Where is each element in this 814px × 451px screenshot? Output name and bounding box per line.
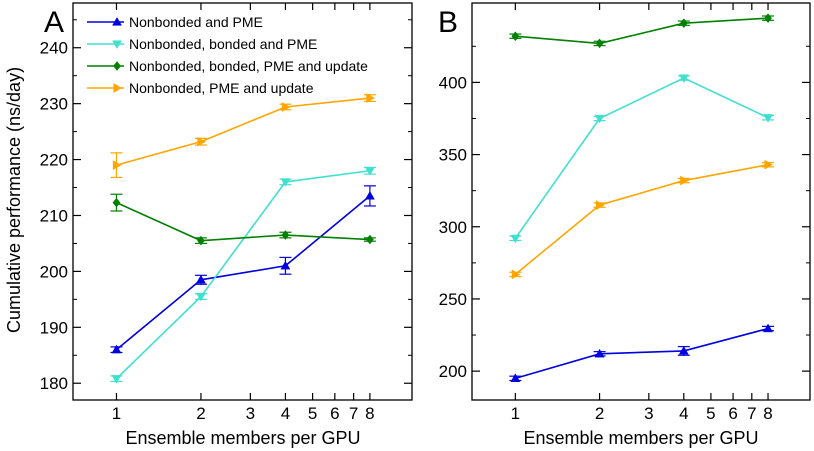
panel-b-letter: B bbox=[438, 6, 458, 39]
panel-a-data-point bbox=[364, 190, 375, 200]
x-axis-title-b: Ensemble members per GPU bbox=[523, 428, 758, 448]
panel-a-x-tick-label: 1 bbox=[112, 404, 121, 423]
panel-a-x-tick-label: 3 bbox=[246, 404, 255, 423]
panel-b-data-point bbox=[594, 114, 605, 124]
panel-b-series-line-2 bbox=[515, 17, 769, 45]
panel-a-data-point bbox=[364, 167, 375, 176]
panel-a-letter: A bbox=[44, 6, 64, 39]
panel-a-y-tick-label: 210 bbox=[40, 206, 68, 225]
panel-b-plot: 1 2 3 4 5 6 7 8 200 250 300 350 400 bbox=[439, 3, 810, 423]
panel-b-y-tick-label: 250 bbox=[439, 290, 467, 309]
panel-b-data-point bbox=[680, 175, 689, 186]
panel-a-y-tick-label: 180 bbox=[40, 374, 68, 393]
panel-b-data-point bbox=[595, 38, 604, 49]
panel-a-data-point bbox=[365, 234, 374, 245]
panel-a-series-line-2 bbox=[116, 201, 370, 242]
legend-marker bbox=[113, 83, 123, 93]
panel-a-data-point bbox=[112, 160, 122, 171]
panel-a-y-tick-label: 190 bbox=[40, 318, 68, 337]
panel-a-x-tick-label: 7 bbox=[349, 404, 358, 423]
legend-marker bbox=[113, 61, 121, 71]
legend-marker bbox=[112, 16, 122, 26]
panel-b-data-point bbox=[511, 31, 520, 42]
panel-b: B 1 2 3 4 5 6 7 8 200 250 300 350 400 bbox=[438, 2, 811, 423]
legend: Nonbonded and PME Nonbonded, bonded and P… bbox=[87, 14, 368, 96]
panel-b-data-point bbox=[763, 114, 773, 123]
panel-a-y-tick-label: 200 bbox=[40, 262, 68, 281]
panel-a-data-point bbox=[281, 102, 291, 112]
panel-b-x-tick-label: 2 bbox=[595, 404, 604, 423]
panel-b-frame bbox=[471, 2, 811, 401]
y-axis-title: Cumulative performance (ns/day) bbox=[4, 67, 24, 333]
panel-b-y-tick-label: 400 bbox=[439, 73, 467, 92]
panel-b-series-line-1 bbox=[514, 77, 769, 239]
panel-a-data-point bbox=[196, 274, 206, 284]
panel-b-y-tick-label: 200 bbox=[439, 362, 467, 381]
panel-b-data-point bbox=[511, 269, 521, 280]
panel-a-y-tick-label: 230 bbox=[40, 95, 68, 114]
panel-b-data-point bbox=[679, 18, 688, 29]
panel-b-y-tick-label: 300 bbox=[439, 218, 467, 237]
panel-b-x-tick-label: 1 bbox=[511, 404, 520, 423]
panel-a: A 1 2 3 4 5 6 7 8 180 190 200 210 220 230 240 bbox=[40, 2, 413, 423]
panel-b-data-point bbox=[594, 348, 605, 358]
panel-a-x-tick-label: 2 bbox=[196, 404, 205, 423]
panel-a-data-point bbox=[281, 230, 290, 240]
panel-b-x-tick-label: 6 bbox=[728, 404, 737, 423]
panel-b-data-point bbox=[678, 345, 689, 355]
legend-label: Nonbonded, PME and update bbox=[129, 80, 314, 96]
panel-b-y-tick-label: 350 bbox=[439, 146, 467, 165]
panel-a-data-point bbox=[280, 260, 291, 270]
panel-a-data-point bbox=[366, 93, 375, 103]
panel-a-data-point bbox=[112, 197, 121, 208]
panel-a-y-tick-label: 220 bbox=[40, 151, 68, 170]
panel-b-x-tick-label: 4 bbox=[679, 404, 688, 423]
panel-a-data-point bbox=[197, 136, 206, 147]
panel-b-x-tick-label: 8 bbox=[763, 404, 772, 423]
panel-b-data-point bbox=[764, 13, 772, 24]
panel-a-data-point bbox=[196, 292, 206, 302]
panel-b-x-tick-label: 5 bbox=[706, 404, 715, 423]
panel-a-series-line-0 bbox=[115, 195, 371, 351]
panel-b-x-tick-label: 3 bbox=[644, 404, 653, 423]
panel-a-x-tick-label: 8 bbox=[365, 404, 374, 423]
panel-b-data-point bbox=[510, 373, 521, 382]
panel-a-x-tick-label: 6 bbox=[330, 404, 339, 423]
legend-label: Nonbonded, bonded and PME bbox=[129, 36, 317, 52]
panel-a-x-tick-label: 5 bbox=[308, 404, 317, 423]
legend-label: Nonbonded, bonded, PME and update bbox=[129, 58, 368, 74]
legend-marker bbox=[112, 40, 122, 50]
panel-a-data-point bbox=[111, 375, 122, 384]
legend-label: Nonbonded and PME bbox=[129, 14, 263, 30]
panel-a-plot: 1 2 3 4 5 6 7 8 180 190 200 210 220 230 240 bbox=[40, 3, 412, 423]
panel-b-data-point bbox=[510, 234, 521, 244]
panel-a-series-line-1 bbox=[115, 169, 371, 380]
panel-a-x-tick-label: 4 bbox=[281, 404, 290, 423]
panel-b-x-tick-label: 7 bbox=[747, 404, 756, 423]
x-axis-title-a: Ensemble members per GPU bbox=[125, 428, 360, 448]
panel-a-data-point bbox=[280, 178, 291, 187]
panel-b-series-line-3 bbox=[514, 163, 769, 276]
panel-a-data-point bbox=[111, 344, 122, 354]
panel-a-data-point bbox=[197, 235, 205, 246]
panel-b-data-point bbox=[764, 159, 774, 170]
panel-b-data-point bbox=[763, 323, 773, 333]
panel-b-data-point bbox=[595, 200, 605, 211]
panel-b-series-line-0 bbox=[515, 327, 769, 380]
panel-b-data-point bbox=[678, 74, 689, 84]
panel-a-frame bbox=[72, 2, 413, 401]
panel-a-series-line-3 bbox=[116, 97, 370, 166]
panel-a-y-tick-label: 240 bbox=[40, 39, 68, 58]
